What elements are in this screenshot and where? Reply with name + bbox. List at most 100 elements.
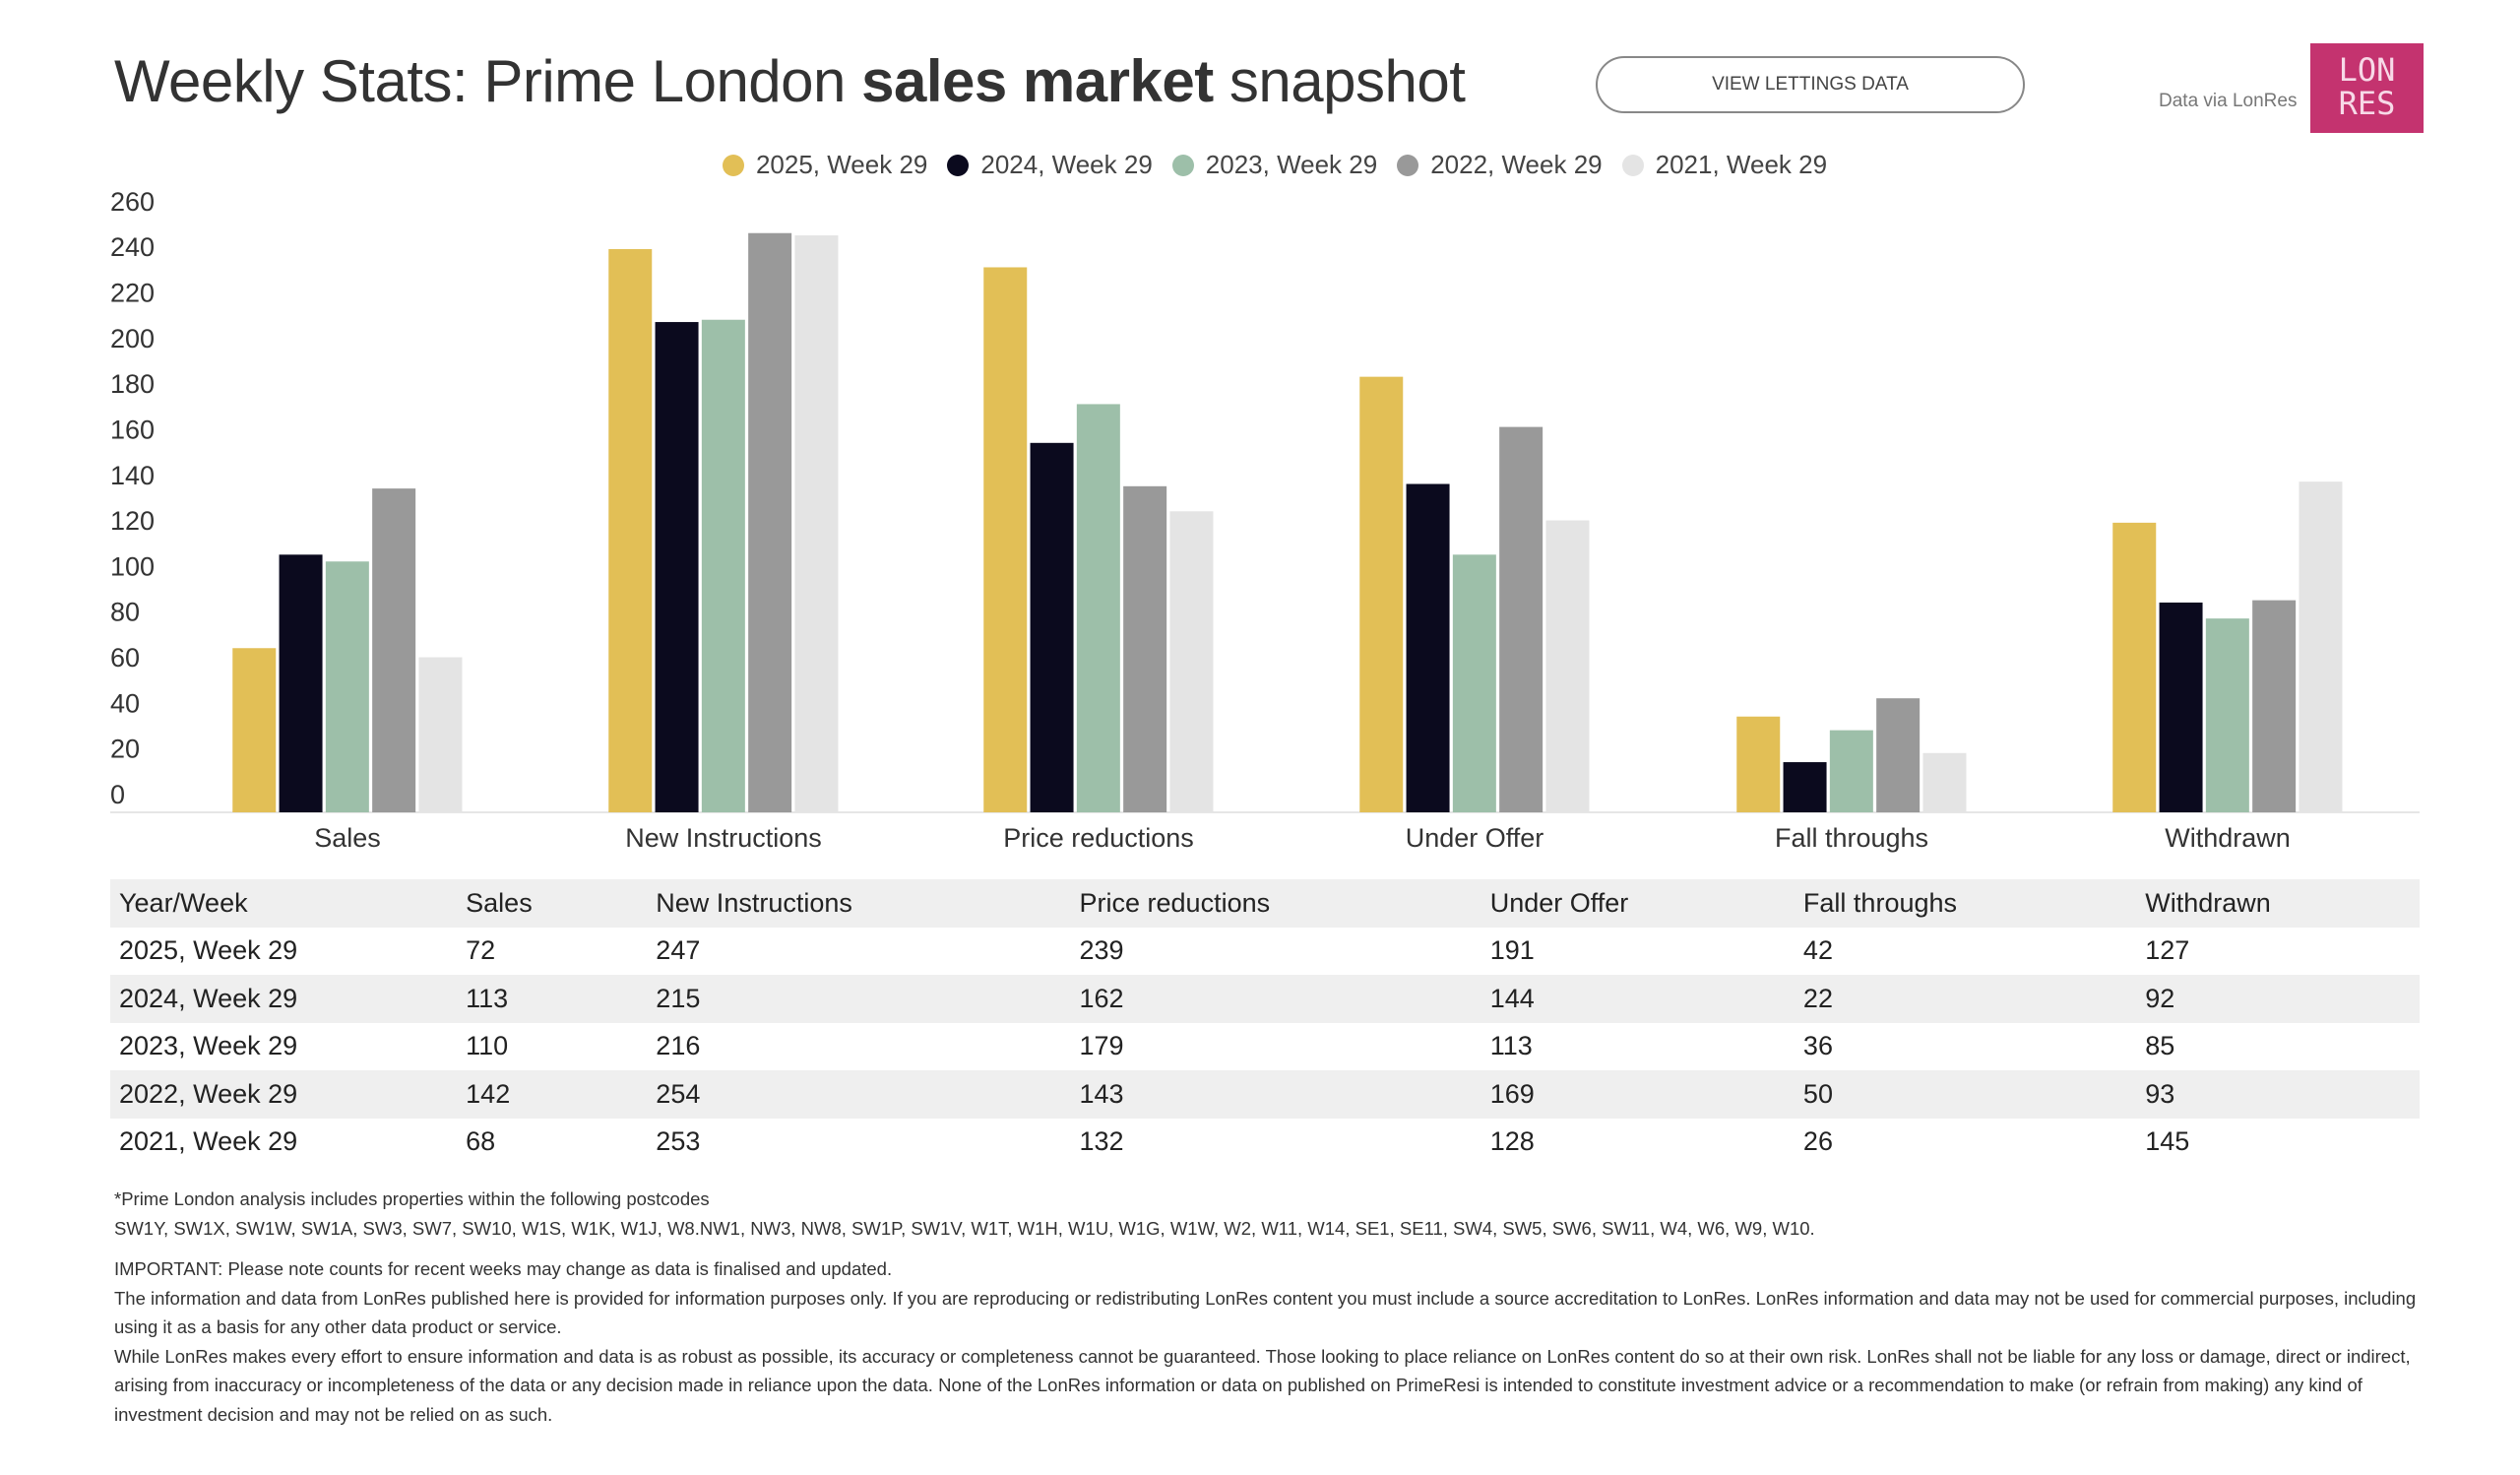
y-tick-label: 20 [110,735,140,764]
bar-2021-sales [418,657,463,812]
table-cell: 92 [2145,983,2175,1013]
table-row: 2023, Week 29 110 216 179 113 36 85 [110,1023,2420,1071]
x-category-label: New Instructions [625,823,822,853]
lonres-logo: LON RES [2310,43,2424,133]
bar-2024-price-reductions [1030,442,1074,812]
table-cell: 36 [1802,1031,1833,1061]
table-cell: 26 [1802,1126,1833,1157]
title-part: snapshot [1213,48,1466,114]
bar-2024-withdrawn [2159,602,2203,812]
x-category-label: Fall throughs [1775,823,1928,853]
table-cell: 113 [1489,1031,1533,1061]
table-cell: 247 [656,935,701,966]
table-cell: 191 [1489,935,1535,966]
table-cell: 239 [1079,935,1124,966]
column-header: Under Offer [1489,887,1629,918]
table-cell: 85 [2145,1031,2175,1061]
legend-swatch [722,154,744,176]
legend-label: 2025, Week 29 [755,150,928,179]
stats-table: Year/Week Sales New Instructions Price redu… [110,879,2420,1166]
bar-2025-sales [232,648,277,812]
table-row: 2025, Week 29 72 247 239 191 42 127 [110,928,2420,976]
table-cell: 42 [1802,935,1833,966]
bar-2023-price-reductions [1076,404,1120,812]
table-cell: 132 [1079,1126,1124,1157]
table-cell: 128 [1489,1126,1535,1157]
table-cell: 162 [1079,983,1124,1013]
footnotes: *Prime London analysis includes properti… [114,1185,2427,1429]
bar-2023-withdrawn [2205,618,2249,812]
bar-2022-price-reductions [1123,485,1167,812]
data-via-label: Data via LonRes [2159,91,2298,111]
bar-chart: 0 20 40 60 80 100 120 140 160 180 200 220 240 260 Sale… [110,187,2420,853]
y-tick-label: 220 [110,278,155,307]
important-note: IMPORTANT: Please note counts for recent… [114,1258,893,1279]
bar-2023-sales [325,561,369,812]
bar-2021-new-instructions [794,235,839,812]
column-header: Year/Week [119,887,248,918]
table-cell: 127 [2145,935,2190,966]
legend-item: 2024, Week 29 [947,150,1153,180]
y-tick-label: 80 [110,598,140,627]
y-tick-label: 60 [110,643,140,673]
legend-item: 2025, Week 29 [722,150,928,180]
bar-2022-sales [372,488,416,812]
legend-label: 2022, Week 29 [1430,150,1603,179]
legend-label: 2021, Week 29 [1655,150,1828,179]
bar-2025-under-offer [1359,376,1404,812]
bar-2021-under-offer [1545,520,1590,812]
page-title: Weekly Stats: Prime London sales market … [114,47,1466,115]
x-category-label: Under Offer [1406,823,1544,853]
table-row: 2022, Week 29 142 254 143 169 50 93 [110,1070,2420,1119]
table-cell: 2025, Week 29 [119,935,298,966]
bar-2022-under-offer [1499,426,1544,812]
x-category-label: Sales [314,823,381,853]
bar-2021-withdrawn [2299,481,2343,812]
view-lettings-data-button[interactable]: VIEW LETTINGS DATA [1596,56,2025,113]
table-row: 2024, Week 29 113 215 162 144 22 92 [110,975,2420,1023]
bar-2024-new-instructions [655,322,699,812]
y-tick-label: 120 [110,506,155,536]
table-cell: 2021, Week 29 [119,1126,298,1157]
table-cell: 2024, Week 29 [119,983,298,1013]
y-tick-label: 40 [110,688,140,718]
y-tick-label: 160 [110,415,155,444]
bar-2023-new-instructions [701,319,745,812]
legend-swatch [1397,154,1419,176]
table-cell: 50 [1802,1078,1833,1109]
bar-2025-price-reductions [983,267,1028,812]
x-category-label: Price reductions [1003,823,1194,853]
y-tick-label: 260 [110,187,155,217]
table-cell: 144 [1489,983,1535,1013]
legend-label: 2024, Week 29 [980,150,1153,179]
postcodes-list: SW1Y, SW1X, SW1W, SW1A, SW3, SW7, SW10, … [114,1217,1815,1239]
table-cell: 145 [2145,1126,2190,1157]
bar-2024-under-offer [1406,483,1450,812]
bar-2023-fall-throughs [1829,730,1873,812]
table-row: 2021, Week 29 68 253 132 128 26 145 [110,1119,2420,1167]
bar-2024-sales [279,554,323,812]
column-header: New Instructions [656,887,852,918]
table-header-row: Year/Week Sales New Instructions Price redu… [110,879,2420,928]
title-bold-part: sales market [861,48,1214,114]
bar-2022-fall-throughs [1876,698,1921,812]
bar-2022-new-instructions [748,232,792,813]
chart-legend: 2025, Week 29 2024, Week 29 2023, Week 29 2… [0,150,2520,180]
table-cell: 179 [1079,1031,1124,1061]
info-note: The information and data from LonRes pub… [114,1287,2417,1338]
table-cell: 143 [1079,1078,1124,1109]
column-header: Fall throughs [1802,887,1958,918]
bar-2022-withdrawn [2252,600,2297,812]
column-header: Sales [466,887,533,918]
table-cell: 72 [466,935,496,966]
table-cell: 216 [656,1031,701,1061]
table-cell: 169 [1489,1078,1535,1109]
y-tick-label: 100 [110,551,155,581]
table-cell: 22 [1802,983,1833,1013]
legend-item: 2023, Week 29 [1171,150,1377,180]
legend-swatch [1171,154,1194,176]
column-header: Price reductions [1079,887,1271,918]
bar-2025-fall-throughs [1736,716,1781,812]
legend-item: 2021, Week 29 [1621,150,1828,180]
table-cell: 142 [466,1078,511,1109]
